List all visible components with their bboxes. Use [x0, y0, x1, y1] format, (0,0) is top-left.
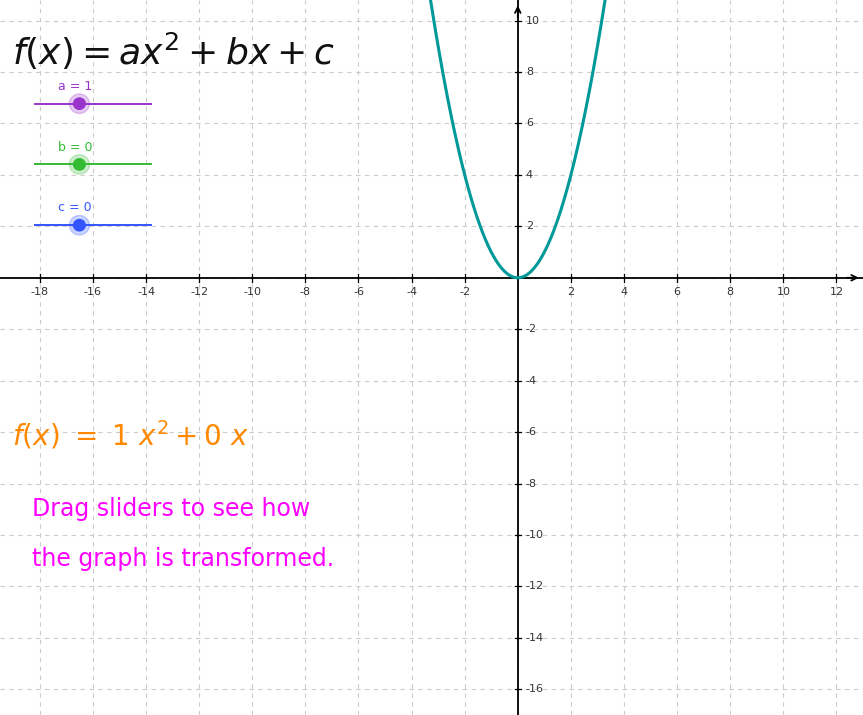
Text: 2: 2 [526, 222, 532, 232]
Text: 10: 10 [777, 287, 791, 297]
Text: -8: -8 [299, 287, 311, 297]
Circle shape [69, 215, 90, 235]
Circle shape [69, 154, 90, 174]
Text: 12: 12 [829, 287, 843, 297]
Text: -14: -14 [526, 633, 544, 643]
Circle shape [73, 98, 85, 109]
Text: -4: -4 [406, 287, 417, 297]
Text: -10: -10 [243, 287, 261, 297]
Text: -16: -16 [526, 684, 544, 694]
Circle shape [69, 94, 90, 114]
Text: -6: -6 [526, 427, 537, 437]
Text: a = 1: a = 1 [58, 80, 92, 93]
Text: Drag sliders to see how: Drag sliders to see how [32, 497, 310, 521]
Text: -12: -12 [526, 581, 544, 591]
Text: 6: 6 [526, 119, 532, 129]
Text: c = 0: c = 0 [58, 202, 91, 214]
Text: -2: -2 [459, 287, 470, 297]
Text: 10: 10 [526, 16, 539, 26]
Text: -16: -16 [84, 287, 102, 297]
Text: $\boldsymbol{\mathit{f(x) = ax^2 + bx + c}}$: $\boldsymbol{\mathit{f(x) = ax^2 + bx + … [12, 31, 336, 72]
Text: -12: -12 [190, 287, 208, 297]
Text: 2: 2 [567, 287, 575, 297]
Circle shape [73, 159, 85, 170]
Text: -14: -14 [137, 287, 155, 297]
Text: 8: 8 [526, 67, 532, 77]
Text: -4: -4 [526, 375, 537, 385]
Text: 4: 4 [526, 170, 532, 180]
Text: $\mathit{f(x)\ =\ 1\ x^2 + 0\ x}$: $\mathit{f(x)\ =\ 1\ x^2 + 0\ x}$ [12, 418, 249, 451]
Text: 4: 4 [620, 287, 627, 297]
Text: -10: -10 [526, 530, 544, 540]
Text: -18: -18 [31, 287, 49, 297]
Text: 6: 6 [674, 287, 681, 297]
Text: -6: -6 [353, 287, 364, 297]
Text: -2: -2 [526, 324, 537, 334]
Circle shape [73, 220, 85, 231]
Text: the graph is transformed.: the graph is transformed. [32, 547, 334, 571]
Text: 8: 8 [727, 287, 734, 297]
Text: -8: -8 [526, 478, 537, 488]
Text: b = 0: b = 0 [58, 141, 92, 154]
